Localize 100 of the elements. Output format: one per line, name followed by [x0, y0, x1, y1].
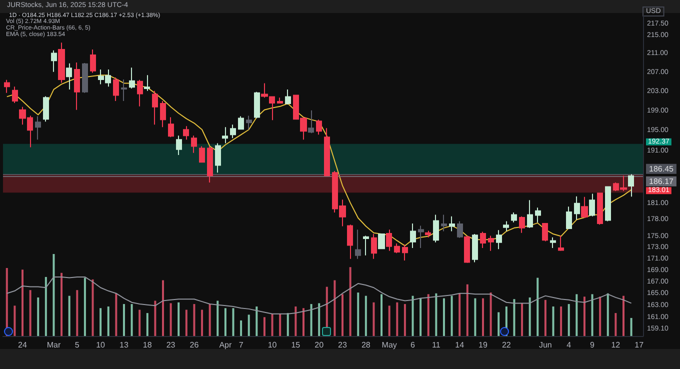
candlestick	[168, 116, 174, 138]
candlestick	[199, 146, 205, 164]
x-tick-label: 19	[478, 340, 488, 350]
candlestick	[605, 186, 611, 222]
bar	[60, 272, 63, 336]
bar	[576, 294, 578, 336]
bar	[420, 298, 422, 336]
candlestick	[160, 100, 166, 128]
bar	[388, 306, 390, 336]
candlestick	[58, 42, 65, 84]
bar	[521, 303, 524, 336]
x-tick-label: 9	[590, 340, 596, 350]
x-tick-label: Apr	[219, 340, 232, 350]
candlestick	[308, 110, 314, 134]
x-tick-label: 14	[455, 340, 465, 350]
x-tick-label: 13	[120, 340, 129, 350]
candlestick	[207, 146, 213, 184]
bar	[450, 296, 453, 336]
candlestick	[129, 67, 135, 90]
candlestick	[566, 206, 572, 229]
bar	[513, 299, 516, 336]
x-tick-label: 10	[268, 340, 278, 350]
bar	[552, 306, 554, 336]
x-tick-label: 20	[314, 340, 324, 350]
bar	[162, 280, 164, 336]
bar	[84, 278, 86, 336]
bar	[357, 292, 360, 336]
x-tick-label: 28	[361, 340, 371, 350]
bar	[232, 308, 234, 336]
candlestick	[230, 124, 236, 139]
candlestick	[480, 231, 486, 249]
x-tick-label: Mar	[46, 340, 61, 350]
bar	[396, 302, 398, 336]
x-tick-label: 23	[338, 340, 348, 350]
bar	[216, 300, 219, 336]
bar	[76, 290, 78, 336]
bar	[427, 294, 430, 336]
bar	[122, 304, 125, 336]
bar	[248, 314, 250, 336]
x-tick-label: 23	[166, 340, 176, 350]
bar	[536, 278, 539, 336]
bar	[614, 313, 617, 336]
x-tick-label: 5	[74, 340, 80, 350]
bar	[22, 270, 24, 336]
bar	[591, 294, 594, 336]
candlestick	[519, 216, 525, 234]
candlestick	[144, 74, 150, 92]
candlestick	[441, 214, 447, 232]
bar	[170, 303, 172, 336]
x-tick-label: 26	[190, 340, 200, 350]
bar	[138, 310, 141, 336]
candlestick	[90, 49, 96, 74]
candlestick	[277, 97, 283, 104]
candlestick	[12, 86, 18, 104]
candlestick	[74, 62, 80, 110]
candlestick	[355, 229, 361, 260]
candlestick	[238, 116, 244, 130]
bar	[294, 306, 297, 336]
candlestick	[363, 235, 369, 256]
bar	[310, 304, 312, 336]
candlestick	[527, 200, 533, 228]
bar	[606, 293, 609, 336]
candlestick	[347, 224, 353, 260]
ref-line-label: 186.45	[649, 164, 674, 174]
candlestick	[535, 207, 541, 223]
candlestick	[558, 235, 564, 252]
candlestick	[183, 126, 189, 140]
x-tick-label: 24	[18, 340, 28, 350]
candlestick	[628, 174, 634, 198]
bar	[107, 306, 110, 336]
candlestick	[589, 193, 595, 217]
bar	[201, 310, 204, 336]
bar	[622, 296, 624, 336]
bar	[544, 300, 546, 336]
candlestick	[449, 216, 455, 232]
bar	[458, 293, 461, 336]
candlestick	[472, 234, 478, 263]
bar	[583, 296, 586, 336]
bar	[474, 298, 476, 336]
bar	[302, 308, 304, 336]
bar	[263, 317, 266, 336]
candlestick	[410, 223, 416, 249]
candlestick	[4, 79, 10, 94]
candlestick	[66, 62, 72, 90]
candlestick	[191, 135, 197, 154]
candlestick	[324, 128, 330, 177]
candlestick	[394, 243, 400, 254]
x-tick-label: Jun	[538, 340, 552, 350]
bar	[240, 320, 242, 336]
bar	[498, 312, 500, 336]
bar	[130, 304, 133, 336]
bar	[185, 310, 188, 336]
bar	[490, 292, 492, 336]
candlestick	[222, 126, 228, 144]
x-tick-label: 12	[611, 340, 621, 350]
bar	[364, 296, 367, 336]
bar	[100, 308, 102, 336]
candlestick	[254, 91, 260, 119]
bar	[208, 304, 211, 336]
x-tick-label: 4	[566, 340, 572, 350]
